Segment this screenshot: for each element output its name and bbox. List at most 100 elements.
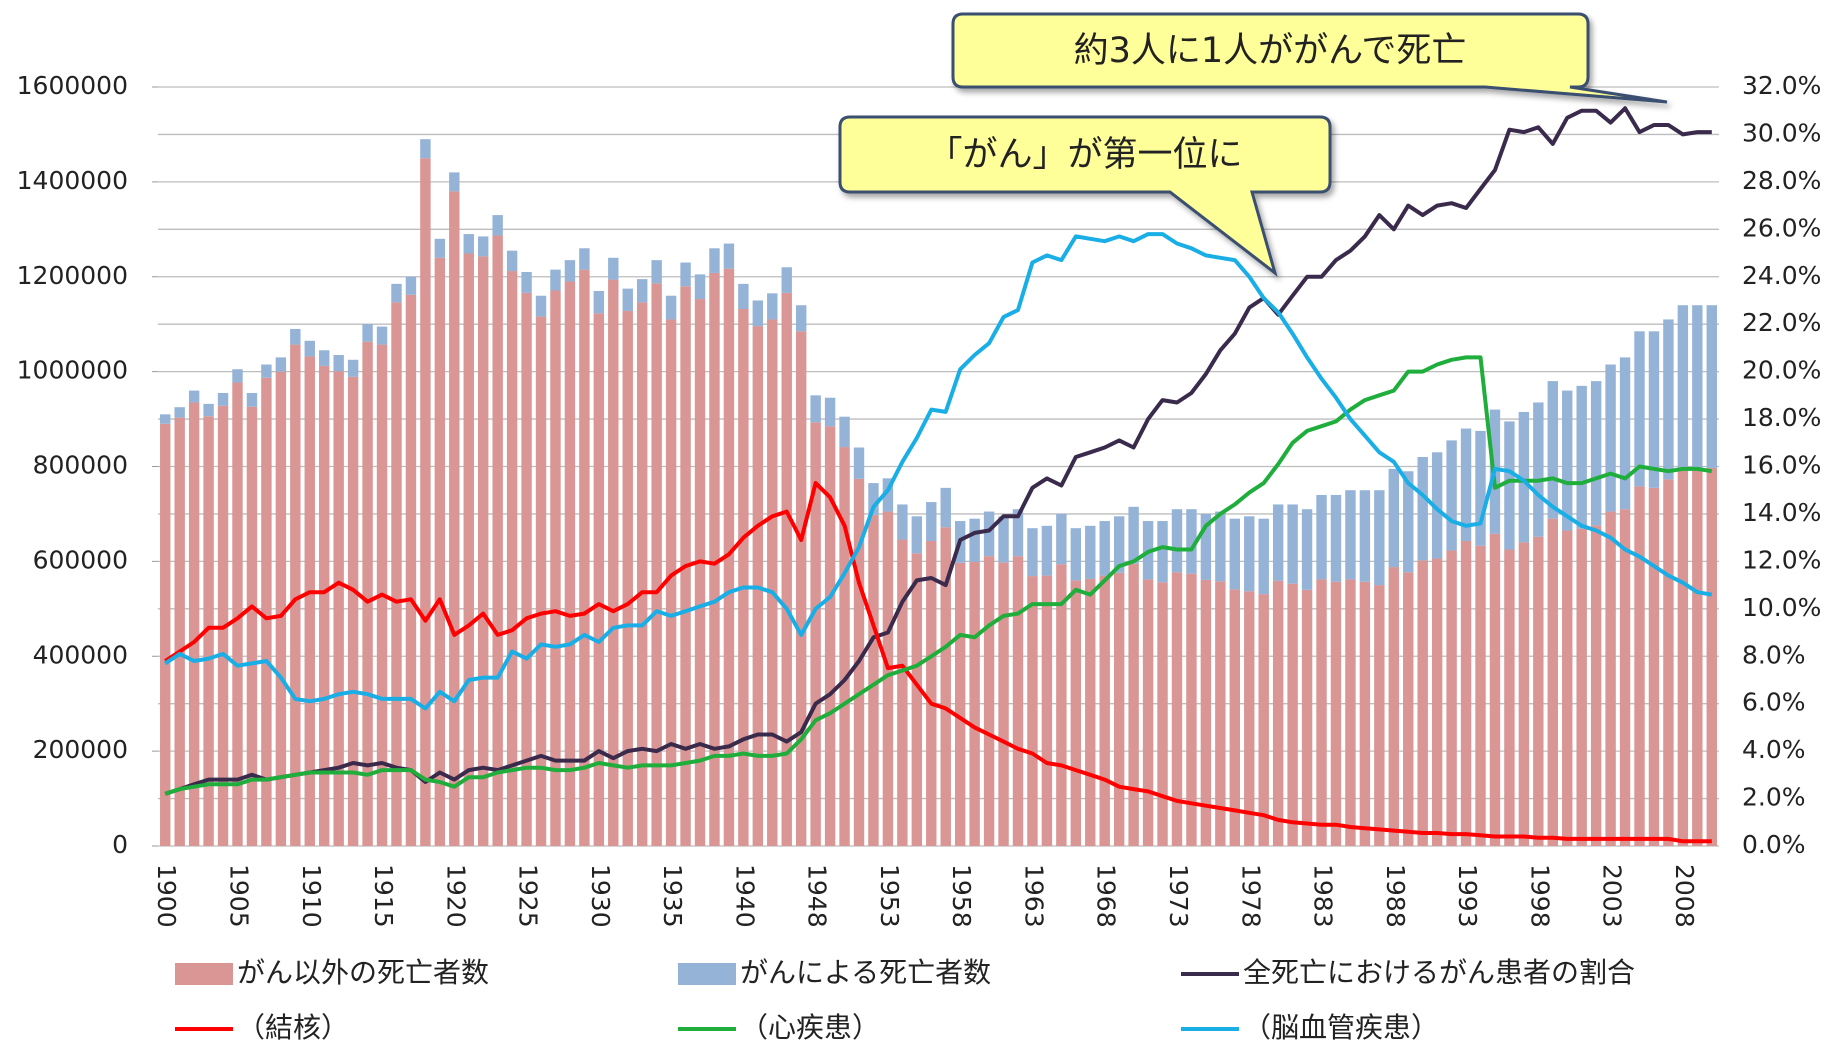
- bar: [897, 504, 908, 540]
- bar: [723, 243, 735, 269]
- bar: [449, 191, 460, 847]
- bar: [347, 376, 359, 846]
- bar: [1244, 591, 1255, 846]
- bar: [1041, 575, 1053, 846]
- line: [164, 232, 1713, 711]
- bar: [1229, 518, 1241, 590]
- bar: [1663, 319, 1674, 480]
- bar: [521, 292, 532, 846]
- bar: [434, 257, 446, 846]
- bar: [1403, 572, 1414, 846]
- bar: [622, 288, 633, 311]
- y2-tick-label: 4.0%: [1742, 735, 1806, 764]
- bar: [1359, 490, 1371, 582]
- bar: [969, 518, 980, 562]
- x-tick-label: 1953: [875, 864, 904, 928]
- bar: [882, 478, 894, 512]
- y2-tick-label: 10.0%: [1742, 593, 1821, 622]
- bar: [1229, 589, 1241, 846]
- bar: [795, 305, 807, 332]
- bar: [1533, 536, 1544, 846]
- bar: [781, 267, 792, 293]
- bar: [506, 271, 518, 846]
- bar: [463, 253, 474, 847]
- bar: [1677, 467, 1689, 846]
- callout-box: [951, 12, 1668, 104]
- legend-label: （結核）: [237, 1011, 349, 1044]
- bar: [824, 397, 836, 427]
- x-tick-label: 2008: [1670, 864, 1699, 928]
- x-tick-label: 1983: [1309, 864, 1338, 928]
- bar: [1186, 573, 1197, 846]
- y2-tick-label: 14.0%: [1742, 498, 1821, 527]
- bar: [1056, 564, 1067, 846]
- bar: [810, 395, 821, 423]
- bar: [1374, 585, 1385, 846]
- bar: [1677, 305, 1689, 468]
- bar: [1316, 494, 1327, 580]
- bar: [1605, 364, 1616, 512]
- x-tick-label: 1915: [369, 864, 398, 928]
- bar: [1576, 385, 1587, 529]
- bar: [1359, 581, 1371, 846]
- bar: [362, 324, 373, 342]
- bar: [246, 392, 258, 407]
- bar: [636, 302, 648, 847]
- bar: [232, 382, 243, 846]
- bar: [1128, 506, 1139, 564]
- bar: [550, 290, 561, 847]
- bar: [304, 356, 315, 846]
- x-tick-label: 1948: [803, 864, 832, 928]
- bar: [839, 416, 850, 448]
- bar: [1475, 545, 1486, 846]
- bar: [1417, 560, 1428, 846]
- bar: [1287, 583, 1298, 846]
- bar: [1576, 528, 1587, 846]
- bar: [1012, 556, 1024, 846]
- bar: [1562, 530, 1573, 846]
- y2-tick-label: 28.0%: [1742, 166, 1821, 195]
- bar: [1113, 572, 1125, 846]
- bar: [478, 256, 489, 846]
- bar: [723, 268, 735, 846]
- bar: [376, 326, 388, 345]
- bar: [188, 402, 200, 846]
- x-tick-label: 1978: [1236, 864, 1265, 928]
- bar: [405, 276, 417, 295]
- y2-tick-label: 22.0%: [1742, 308, 1821, 337]
- bar: [1157, 521, 1168, 583]
- bar: [1706, 467, 1717, 846]
- bar: [160, 423, 171, 846]
- bar: [1041, 525, 1053, 576]
- x-tick-label: 1925: [514, 864, 543, 928]
- bar: [319, 350, 330, 366]
- bar: [1070, 528, 1082, 581]
- legend: がん以外の死亡者数 がんによる死亡者数 全死亡におけるがん患者の割合 （結核） （心疾患…: [175, 956, 1635, 1044]
- bar: [738, 283, 749, 310]
- bar: [694, 274, 706, 300]
- bar: [362, 341, 373, 846]
- bar: [1113, 516, 1125, 573]
- bar: [579, 248, 590, 270]
- bar: [1431, 558, 1443, 846]
- bar: [1388, 567, 1399, 846]
- bar: [767, 293, 778, 320]
- bar: [1272, 580, 1284, 846]
- legend-label: 全死亡におけるがん患者の割合: [1243, 956, 1635, 989]
- plot-area: 0.0% 2.0% 4.0% 6.0% 8.0% 10.0% 12.0% 14.0% 16.0%…: [17, 71, 1822, 928]
- bar: [232, 369, 243, 383]
- bar: [535, 316, 547, 846]
- y2-tick-label: 18.0%: [1742, 403, 1821, 432]
- bar: [1504, 421, 1515, 550]
- bar: [1085, 578, 1096, 846]
- x-tick-label: 1920: [441, 864, 470, 928]
- bar: [839, 447, 850, 846]
- x-tick-label: 1910: [297, 864, 326, 928]
- bar: [290, 328, 301, 345]
- bar: [998, 516, 1009, 563]
- bar: [1460, 540, 1472, 846]
- bar: [1171, 572, 1183, 846]
- x-tick-label: 1968: [1092, 864, 1121, 928]
- bar: [651, 260, 662, 284]
- bar: [709, 272, 720, 847]
